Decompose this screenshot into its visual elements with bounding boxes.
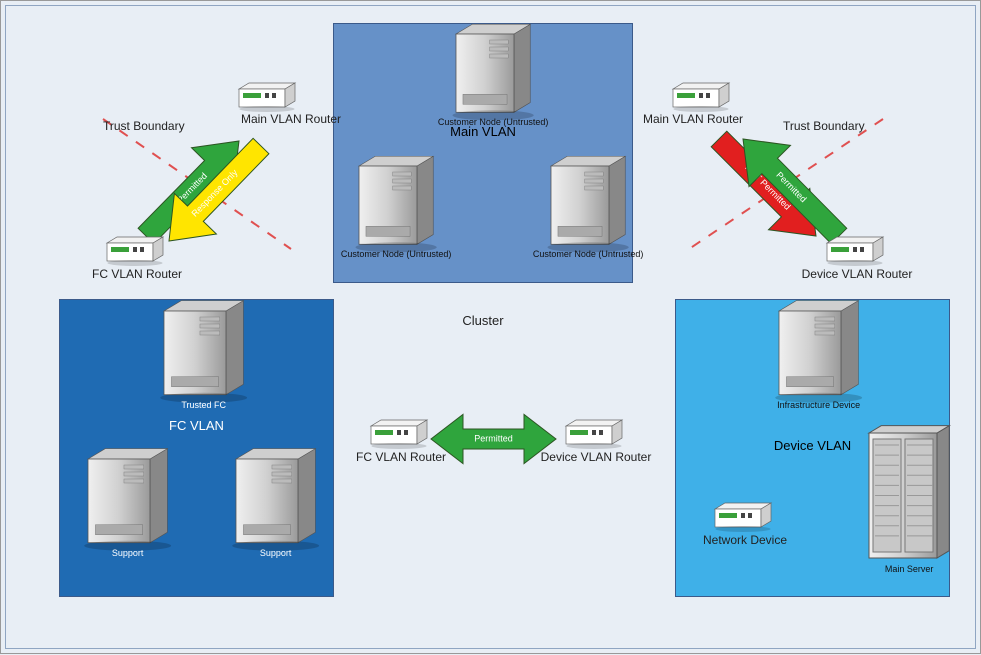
server-label: Infrastructure Device [739, 400, 898, 410]
server-label: Trusted FC [124, 400, 283, 410]
router-label: Device VLAN Router [787, 267, 927, 281]
main-vlan-zone: Main VLAN [333, 23, 633, 283]
trust-boundary-label: Trust Boundary [783, 119, 865, 133]
router-label: Device VLAN Router [526, 450, 666, 464]
fc-vlan-title: FC VLAN [60, 418, 333, 433]
router-label: FC VLAN Router [67, 267, 207, 281]
server-label: Customer Node (Untrusted) [319, 249, 473, 259]
router-label: Main VLAN Router [613, 112, 773, 126]
device-vlan-title: Device VLAN [676, 438, 949, 453]
trust-boundary-label: Trust Boundary [103, 119, 185, 133]
server-label: Support [48, 548, 207, 558]
router-label: FC VLAN Router [331, 450, 471, 464]
server-label: Customer Node (Untrusted) [511, 249, 665, 259]
device-vlan-zone: Device VLAN [675, 299, 950, 597]
router-label: Main VLAN Router [211, 112, 371, 126]
cluster-label: Cluster [333, 313, 633, 328]
server-label: Customer Node (Untrusted) [416, 117, 570, 127]
router-label: Network Device [675, 533, 815, 547]
server-label: Support [196, 548, 355, 558]
rack-server-label: Main Server [849, 564, 969, 574]
